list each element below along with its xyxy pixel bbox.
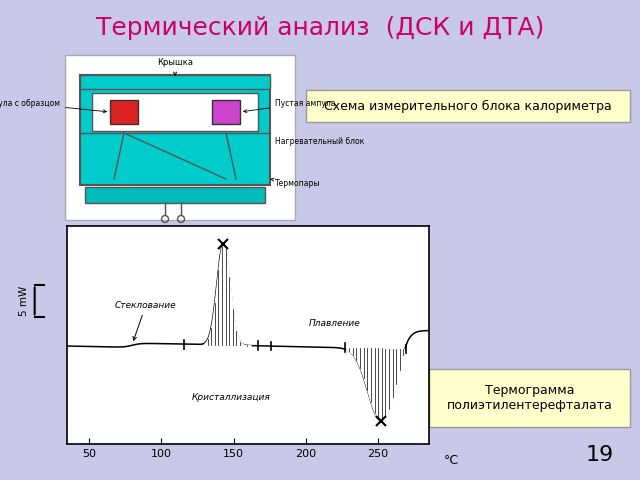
Text: Нагревательный блок: Нагревательный блок (275, 136, 364, 145)
Text: 19: 19 (586, 445, 614, 465)
FancyBboxPatch shape (429, 369, 630, 427)
Text: Плавление: Плавление (309, 319, 361, 328)
FancyBboxPatch shape (92, 93, 258, 131)
Text: °C: °C (444, 454, 458, 467)
Text: Пустая ампула: Пустая ампула (244, 98, 335, 113)
FancyBboxPatch shape (80, 75, 270, 89)
Text: Схема измерительного блока калориметра: Схема измерительного блока калориметра (324, 99, 612, 112)
Text: Ампула с образцом: Ампула с образцом (0, 98, 106, 113)
FancyBboxPatch shape (80, 75, 270, 185)
Text: Термограмма
полиэтилентерефталата: Термограмма полиэтилентерефталата (447, 384, 612, 412)
FancyBboxPatch shape (65, 55, 295, 220)
Text: Стеклование: Стеклование (115, 301, 177, 340)
Text: Кристаллизация: Кристаллизация (191, 393, 270, 402)
Text: Крышка: Крышка (157, 58, 193, 75)
FancyBboxPatch shape (85, 187, 265, 203)
Text: Термопары: Термопары (271, 178, 321, 189)
Text: 5 mW: 5 mW (19, 286, 29, 316)
Text: Термический анализ  (ДСК и ДТА): Термический анализ (ДСК и ДТА) (96, 16, 544, 40)
FancyBboxPatch shape (212, 100, 240, 124)
FancyBboxPatch shape (110, 100, 138, 124)
FancyBboxPatch shape (306, 90, 630, 122)
Text: ΔT: ΔT (166, 231, 179, 241)
